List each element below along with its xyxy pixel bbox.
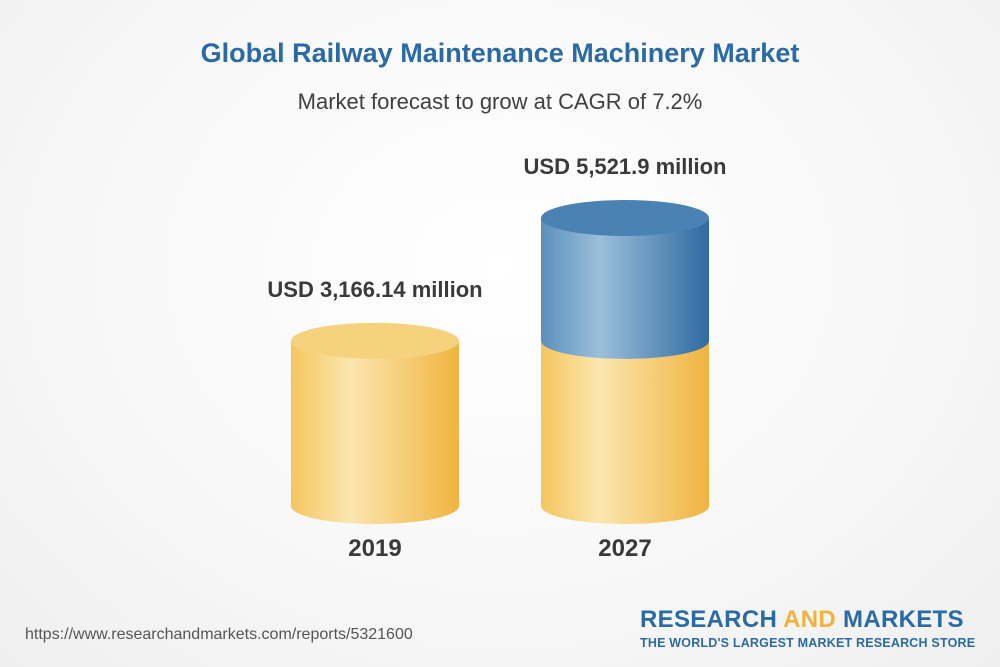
bar-2027-base — [541, 340, 709, 524]
labels-group: USD 3,166.14 million 2019 USD 5,521.9 mill… — [267, 154, 726, 562]
bar-2027-base-body — [541, 340, 709, 524]
bar-2019 — [291, 322, 459, 524]
value-label-2019: USD 3,166.14 million — [267, 277, 482, 302]
chart-title: Global Railway Maintenance Machinery Mar… — [200, 38, 800, 68]
bar-2019-body — [291, 340, 459, 524]
brand-logo[interactable]: RESEARCH AND MARKETS THE WORLD'S LARGEST… — [640, 606, 978, 650]
brand-name: RESEARCH AND MARKETS — [640, 606, 964, 633]
bar-2027-growth — [541, 200, 709, 359]
bar-2027-growth-body — [541, 218, 709, 359]
category-label-2027: 2027 — [598, 535, 651, 562]
source-url[interactable]: https://www.researchandmarkets.com/repor… — [25, 626, 413, 643]
bars-group — [291, 200, 709, 524]
bar-2027-growth-top — [541, 200, 709, 236]
bar-2019-top — [291, 322, 459, 359]
value-label-2027: USD 5,521.9 million — [524, 154, 727, 179]
chart-subtitle: Market forecast to grow at CAGR of 7.2% — [297, 89, 703, 114]
brand-tagline: THE WORLD'S LARGEST MARKET RESEARCH STOR… — [640, 636, 976, 650]
category-label-2019: 2019 — [348, 535, 401, 562]
